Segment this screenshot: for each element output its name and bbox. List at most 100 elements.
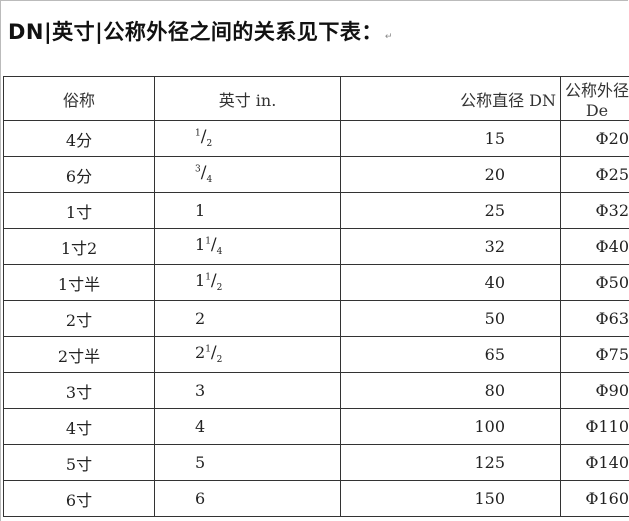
table-row: 5寸 5 125 Φ140 — [4, 445, 629, 481]
cell-inch: 11/2 — [155, 265, 341, 301]
de-value: Φ160 — [585, 489, 629, 508]
table-row: 4寸 4 100 Φ110 — [4, 409, 629, 445]
dn-value: 20 — [485, 165, 505, 184]
de-value: Φ25 — [596, 165, 629, 184]
cell-common-name: 2寸 — [4, 301, 155, 337]
inch-whole: 5 — [195, 453, 205, 472]
inch-denominator: 2 — [217, 356, 223, 366]
dn-value: 32 — [485, 237, 505, 256]
header-dn: 公称直径 DN — [341, 77, 561, 121]
dn-value: 15 — [485, 129, 505, 148]
common-name-text: 5寸 — [66, 455, 92, 474]
cell-inch: 21/2 — [155, 337, 341, 373]
header-de: 公称外径 De — [561, 77, 629, 121]
inch-denominator: 4 — [206, 176, 212, 186]
inch-denominator: 2 — [217, 284, 223, 294]
cell-inch: 1 — [155, 193, 341, 229]
paragraph-mark-icon: ↵ — [385, 32, 393, 42]
cell-common-name: 1寸2 — [4, 229, 155, 265]
cell-de: Φ140 — [561, 445, 629, 481]
table-row: 6寸 6 150 Φ160 — [4, 481, 629, 517]
dn-value: 125 — [474, 453, 505, 472]
cell-common-name: 4寸 — [4, 409, 155, 445]
cell-common-name: 6寸 — [4, 481, 155, 517]
cell-common-name: 3寸 — [4, 373, 155, 409]
table-row: 2寸半 21/2 65 Φ75 — [4, 337, 629, 373]
cell-de: Φ25 — [561, 157, 629, 193]
table-row: 1寸半 11/2 40 Φ50 — [4, 265, 629, 301]
inch-whole: 1 — [195, 201, 205, 220]
cell-de: Φ40 — [561, 229, 629, 265]
cell-de: Φ75 — [561, 337, 629, 373]
cell-de: Φ110 — [561, 409, 629, 445]
dn-value: 65 — [485, 345, 505, 364]
cell-dn: 100 — [341, 409, 561, 445]
dn-value: 40 — [485, 273, 505, 292]
de-value: Φ50 — [596, 273, 629, 292]
cell-inch: 3/4 — [155, 157, 341, 193]
common-name-text: 6寸 — [66, 491, 92, 510]
table-row: 4分 1/2 15 Φ20 — [4, 121, 629, 157]
dn-value: 100 — [474, 417, 505, 436]
inch-whole: 2 — [195, 343, 205, 362]
de-value: Φ75 — [596, 345, 629, 364]
common-name-text: 4寸 — [66, 419, 92, 438]
cell-inch: 5 — [155, 445, 341, 481]
de-value: Φ63 — [596, 309, 629, 328]
cell-de: Φ20 — [561, 121, 629, 157]
common-name-text: 1寸半 — [58, 275, 100, 294]
table-row: 2寸 2 50 Φ63 — [4, 301, 629, 337]
inch-whole: 1 — [195, 235, 205, 254]
table-header-row: 俗称 英寸 in. 公称直径 DN 公称外径 De — [4, 77, 629, 121]
cell-inch: 4 — [155, 409, 341, 445]
cell-de: Φ160 — [561, 481, 629, 517]
cell-de: Φ90 — [561, 373, 629, 409]
cell-common-name: 4分 — [4, 121, 155, 157]
de-value: Φ90 — [596, 381, 629, 400]
common-name-text: 2寸半 — [58, 347, 100, 366]
cell-dn: 15 — [341, 121, 561, 157]
table-row: 1寸 1 25 Φ32 — [4, 193, 629, 229]
cell-common-name: 1寸 — [4, 193, 155, 229]
page-title: DN|英寸|公称外径之间的关系见下表：↵ — [8, 16, 393, 46]
de-value: Φ20 — [596, 129, 629, 148]
cell-dn: 80 — [341, 373, 561, 409]
inch-whole: 2 — [195, 309, 205, 328]
common-name-text: 1寸2 — [61, 239, 97, 258]
cell-dn: 50 — [341, 301, 561, 337]
cell-inch: 3 — [155, 373, 341, 409]
common-name-text: 1寸 — [66, 203, 92, 222]
cell-dn: 150 — [341, 481, 561, 517]
header-common-name: 俗称 — [4, 77, 155, 121]
cell-common-name: 2寸半 — [4, 337, 155, 373]
dn-value: 25 — [485, 201, 505, 220]
title-text: DN|英寸|公称外径之间的关系见下表： — [8, 20, 383, 44]
cell-de: Φ63 — [561, 301, 629, 337]
dn-value: 50 — [485, 309, 505, 328]
common-name-text: 4分 — [66, 131, 92, 150]
header-inch: 英寸 in. — [155, 77, 341, 121]
cell-inch: 11/4 — [155, 229, 341, 265]
inch-denominator: 2 — [206, 140, 212, 150]
cell-dn: 32 — [341, 229, 561, 265]
de-value: Φ32 — [596, 201, 629, 220]
cell-common-name: 5寸 — [4, 445, 155, 481]
de-value: Φ110 — [585, 417, 629, 436]
cell-inch: 1/2 — [155, 121, 341, 157]
de-value: Φ140 — [585, 453, 629, 472]
inch-whole: 1 — [195, 271, 205, 290]
cell-inch: 6 — [155, 481, 341, 517]
common-name-text: 3寸 — [66, 383, 92, 402]
table-row: 1寸2 11/4 32 Φ40 — [4, 229, 629, 265]
cell-common-name: 1寸半 — [4, 265, 155, 301]
common-name-text: 2寸 — [66, 311, 92, 330]
common-name-text: 6分 — [66, 167, 92, 186]
inch-whole: 4 — [195, 417, 205, 436]
table-row: 3寸 3 80 Φ90 — [4, 373, 629, 409]
dn-value: 150 — [474, 489, 505, 508]
inch-whole: 3 — [195, 381, 205, 400]
cell-inch: 2 — [155, 301, 341, 337]
de-value: Φ40 — [596, 237, 629, 256]
cell-common-name: 6分 — [4, 157, 155, 193]
